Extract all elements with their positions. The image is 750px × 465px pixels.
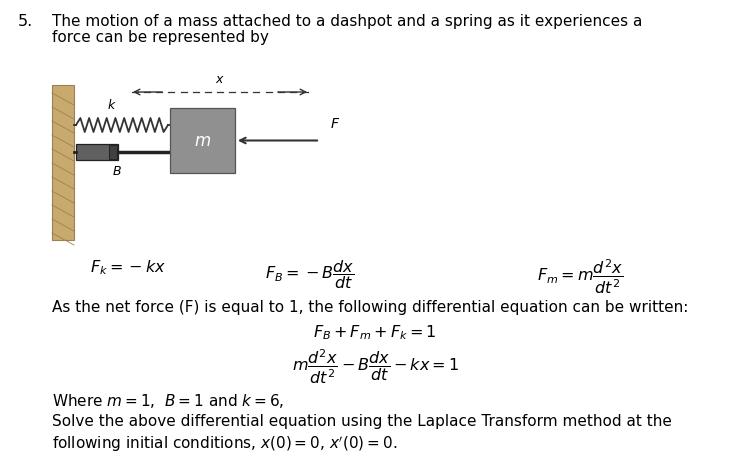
Text: $F_B + F_m + F_k = 1$: $F_B + F_m + F_k = 1$ <box>314 323 436 342</box>
Bar <box>170 108 235 173</box>
Text: Where $m = 1$,  $B = 1$ and $k = 6$,: Where $m = 1$, $B = 1$ and $k = 6$, <box>52 392 284 410</box>
Text: $F_m = m\dfrac{d^2x}{dt^2}$: $F_m = m\dfrac{d^2x}{dt^2}$ <box>537 258 623 296</box>
Bar <box>52 85 74 240</box>
Text: $k$: $k$ <box>107 98 117 112</box>
Text: $F_k = -kx$: $F_k = -kx$ <box>90 258 166 277</box>
Text: following initial conditions, $x(0) = 0$, $x'(0) = 0$.: following initial conditions, $x(0) = 0$… <box>52 434 398 453</box>
Text: The motion of a mass attached to a dashpot and a spring as it experiences a: The motion of a mass attached to a dashp… <box>52 14 642 29</box>
Text: $m$: $m$ <box>194 132 211 150</box>
Bar <box>76 144 118 160</box>
Text: $m\dfrac{d^2x}{dt^2} - B\dfrac{dx}{dt} - kx = 1$: $m\dfrac{d^2x}{dt^2} - B\dfrac{dx}{dt} -… <box>292 348 458 386</box>
Text: force can be represented by: force can be represented by <box>52 30 268 45</box>
Text: $x$: $x$ <box>215 73 225 86</box>
Text: As the net force (F) is equal to 1, the following differential equation can be w: As the net force (F) is equal to 1, the … <box>52 300 688 315</box>
Text: 5.: 5. <box>18 14 33 29</box>
Text: $F_B = -B\dfrac{dx}{dt}$: $F_B = -B\dfrac{dx}{dt}$ <box>266 258 355 291</box>
Bar <box>109 145 117 159</box>
Text: $B$: $B$ <box>112 165 122 178</box>
Text: Solve the above differential equation using the Laplace Transform method at the: Solve the above differential equation us… <box>52 414 672 429</box>
Text: $F$: $F$ <box>330 117 340 131</box>
